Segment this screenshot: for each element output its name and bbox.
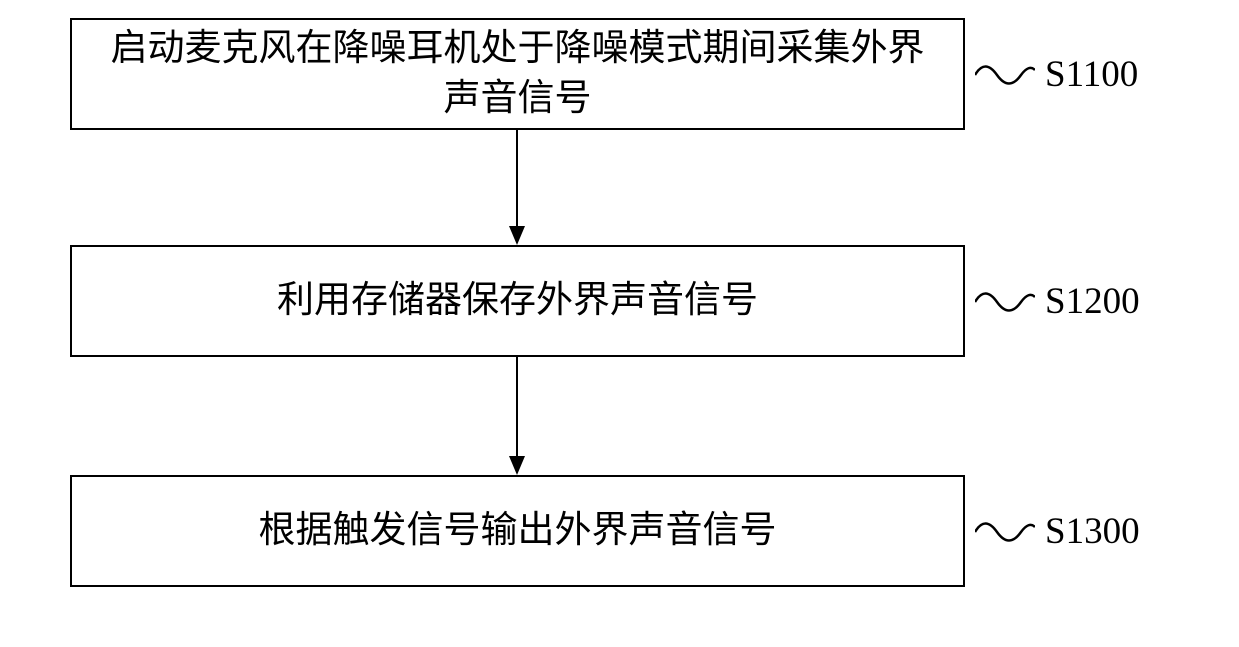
flowchart-canvas: 启动麦克风在降噪耳机处于降噪模式期间采集外界 声音信号 S1100 利用存储器保… (0, 0, 1239, 647)
flow-step-text: 启动麦克风在降噪耳机处于降噪模式期间采集外界 声音信号 (111, 24, 925, 124)
flow-step-label: S1200 (1045, 280, 1140, 323)
flow-step-label: S1300 (1045, 510, 1140, 553)
flow-arrow-icon (507, 130, 527, 246)
flow-step-text: 根据触发信号输出外界声音信号 (259, 506, 777, 556)
flow-step-s1300: 根据触发信号输出外界声音信号 (70, 475, 965, 587)
wavy-connector-icon (975, 60, 1035, 90)
flow-step-s1100: 启动麦克风在降噪耳机处于降噪模式期间采集外界 声音信号 (70, 18, 965, 130)
flow-step-s1200: 利用存储器保存外界声音信号 (70, 245, 965, 357)
wavy-connector-icon (975, 517, 1035, 547)
flow-arrow-icon (507, 357, 527, 476)
flow-step-text: 利用存储器保存外界声音信号 (277, 276, 758, 326)
wavy-connector-icon (975, 287, 1035, 317)
flow-step-label: S1100 (1045, 53, 1138, 96)
